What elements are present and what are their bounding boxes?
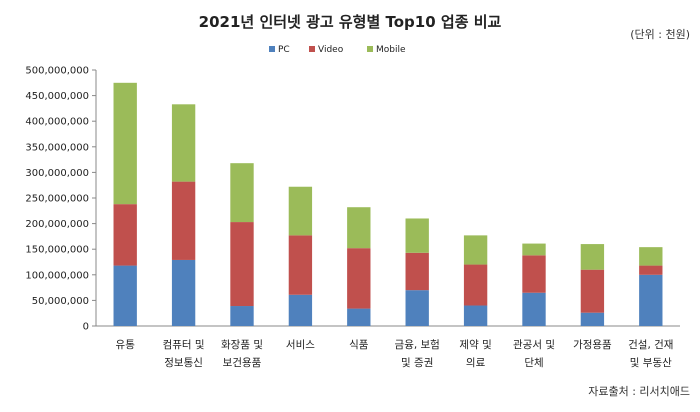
legend-label-video: Video <box>318 45 344 55</box>
y-tick-label: 150,000,000 <box>25 245 89 256</box>
y-tick-label: 200,000,000 <box>25 219 89 230</box>
legend-swatch-mobile <box>367 46 373 52</box>
y-tick-label: 100,000,000 <box>25 270 89 281</box>
category-label: 관공서 및 단체 <box>513 339 555 369</box>
category-label: 금융, 보험 및 증권 <box>395 339 440 369</box>
y-tick-label: 0 <box>83 322 89 333</box>
bar-segment-video <box>405 252 429 291</box>
bar-segment-video <box>522 255 546 293</box>
category-label: 식품 <box>349 339 369 351</box>
category-label: 화장품 및 보건용품 <box>221 339 263 369</box>
bar-segment-video <box>347 248 371 309</box>
legend: PC Video Mobile <box>269 45 406 55</box>
bar-segment-pc <box>347 308 371 326</box>
bar-segment-pc <box>580 312 605 326</box>
bar-segment-mobile <box>522 243 546 256</box>
y-tick-label: 450,000,000 <box>25 91 89 102</box>
chart-title: 2021년 인터넷 광고 유형별 Top10 업종 비교 <box>199 13 502 31</box>
bar-segment-video <box>639 265 663 275</box>
legend-label-pc: PC <box>278 45 290 55</box>
bar-segment-video <box>580 269 605 313</box>
source-note: 자료출처 : 리서치애드 <box>588 385 690 398</box>
bar-segment-pc <box>171 259 196 326</box>
bar-segment-mobile <box>580 244 605 270</box>
unit-note: (단위 : 천원) <box>630 27 690 41</box>
bar-segment-mobile <box>230 163 254 223</box>
y-tick-label: 250,000,000 <box>25 194 89 205</box>
bar-segment-mobile <box>113 82 137 205</box>
category-label: 건설, 건재 및 부동산 <box>628 339 673 369</box>
bar-segment-pc <box>639 274 663 326</box>
bars <box>113 82 663 326</box>
legend-swatch-pc <box>269 46 275 52</box>
category-label: 서비스 <box>286 339 315 351</box>
legend-swatch-video <box>309 46 315 52</box>
category-label: 컴퓨터 및 정보통신 <box>163 339 205 369</box>
y-tick-label: 350,000,000 <box>25 142 89 153</box>
bar-segment-pc <box>230 306 254 326</box>
bar-segment-mobile <box>171 104 196 182</box>
bar-segment-mobile <box>288 186 313 236</box>
bar-segment-video <box>230 222 254 307</box>
bar-segment-video <box>463 264 488 306</box>
bar-segment-pc <box>522 292 546 326</box>
bar-segment-pc <box>405 290 429 326</box>
category-label: 가정용품 <box>573 339 612 351</box>
y-tick-label: 400,000,000 <box>25 117 89 128</box>
category-label: 제약 및 의료 <box>459 339 491 369</box>
bar-segment-pc <box>463 305 488 326</box>
bar-segment-mobile <box>347 207 371 249</box>
bar-segment-mobile <box>405 218 429 253</box>
category-label: 유통 <box>116 339 136 351</box>
bar-segment-pc <box>288 294 313 326</box>
y-tick-label: 50,000,000 <box>32 296 89 307</box>
bar-segment-video <box>288 235 313 295</box>
y-tick-label: 300,000,000 <box>25 168 89 179</box>
legend-label-mobile: Mobile <box>376 45 406 55</box>
bar-segment-mobile <box>463 235 488 265</box>
bar-segment-video <box>113 204 137 266</box>
bar-segment-mobile <box>639 247 663 266</box>
y-tick-label: 500,000,000 <box>25 66 89 77</box>
bar-segment-video <box>171 181 196 260</box>
bar-segment-pc <box>113 265 137 326</box>
